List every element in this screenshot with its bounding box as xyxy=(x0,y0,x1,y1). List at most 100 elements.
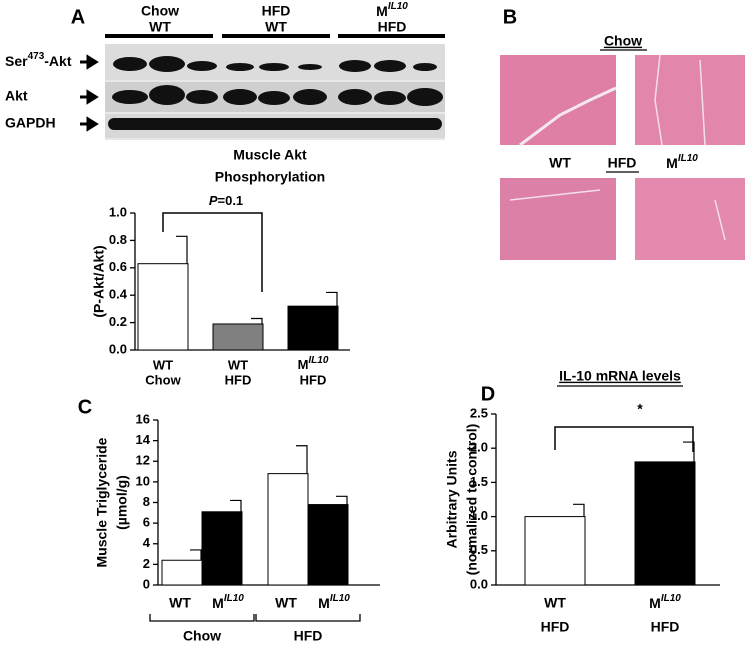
blot-image xyxy=(80,34,445,140)
y-axis-label: Arbitrary Units xyxy=(444,450,460,548)
bar xyxy=(307,504,349,586)
legend-label-part: M xyxy=(318,595,330,611)
x-tick-label: MIL10 xyxy=(649,593,681,611)
blot-row-label: Akt xyxy=(5,88,28,104)
histology-label-part: IL10 xyxy=(678,153,698,164)
error-bar xyxy=(251,317,263,324)
lane-label-part: M xyxy=(376,3,388,19)
annotation-part: P xyxy=(209,193,218,208)
legend-label: MIL10 xyxy=(212,593,244,611)
group-label: HFD xyxy=(294,628,323,644)
y-tick-label: 1.0 xyxy=(470,508,488,523)
x-tick-label: WT xyxy=(544,595,566,611)
bar xyxy=(201,511,243,586)
error-bar xyxy=(176,235,188,264)
error-bar xyxy=(190,549,202,561)
y-axis-label: (normalized to control) xyxy=(464,424,480,576)
y-tick-label: 0.4 xyxy=(109,287,128,302)
bar xyxy=(524,516,586,586)
y-tick-label: 0.2 xyxy=(109,314,127,329)
legend-label-part: M xyxy=(212,595,224,611)
lane-label: HFD xyxy=(378,19,407,35)
error-bar xyxy=(336,495,348,505)
y-tick-label: 0.5 xyxy=(470,542,488,557)
chart-title: IL-10 mRNA levels xyxy=(559,368,681,384)
y-tick-label: 0.0 xyxy=(470,576,488,591)
legend-label: MIL10 xyxy=(318,593,350,611)
histology-label: HFD xyxy=(608,155,637,171)
chart-title: Phosphorylation xyxy=(215,169,325,185)
x-tick-label: HFD xyxy=(541,619,570,635)
blot-row-label-part: 473 xyxy=(28,51,45,62)
annotation-part: =0.1 xyxy=(218,193,244,208)
blot-row-label-part: -Akt xyxy=(44,53,72,69)
y-tick-label: 0.8 xyxy=(109,232,127,247)
error-bar xyxy=(326,291,338,307)
y-tick-label: 1.5 xyxy=(470,474,488,489)
histology-label-part: M xyxy=(666,155,678,171)
y-axis-label: (µmol/g) xyxy=(114,475,130,530)
blot-row-label: GAPDH xyxy=(5,115,56,131)
lane-label: HFD xyxy=(262,3,291,19)
bar xyxy=(287,305,339,351)
legend-label: WT xyxy=(275,595,297,611)
bracket xyxy=(162,212,263,292)
lane-label: MIL10 xyxy=(376,1,408,19)
y-tick-label: 1.0 xyxy=(109,204,127,219)
annotation: * xyxy=(637,401,643,417)
y-axis-label: Muscle Triglyceride xyxy=(94,437,110,567)
x-tick-label: WT xyxy=(153,357,173,372)
x-tick-label: Chow xyxy=(145,372,181,387)
lane-label: WT xyxy=(265,19,287,35)
bar xyxy=(212,323,264,351)
histology-label: MIL10 xyxy=(666,153,698,171)
lane-label: Chow xyxy=(141,3,179,19)
x-tick-label: WT xyxy=(228,357,248,372)
x-tick-label-part: IL10 xyxy=(308,355,328,366)
group-bracket xyxy=(255,614,361,622)
y-tick-label: 2 xyxy=(143,556,150,571)
y-tick-label: 14 xyxy=(136,432,151,447)
y-tick-label: 6 xyxy=(143,515,150,530)
panel-label: B xyxy=(503,6,517,28)
blot-row-label: Ser473-Akt xyxy=(5,51,72,69)
x-tick-label: HFD xyxy=(225,372,252,387)
bar xyxy=(267,473,309,586)
histology-images xyxy=(500,54,745,260)
y-tick-label: 0 xyxy=(143,576,150,591)
panel-label: C xyxy=(78,396,92,418)
x-tick-label: MIL10 xyxy=(298,355,329,372)
histology-label: WT xyxy=(549,155,571,171)
y-axis-label: (P-Akt/Akt) xyxy=(91,245,107,317)
error-bar xyxy=(296,445,308,474)
y-tick-label: 16 xyxy=(136,411,150,426)
bar xyxy=(137,263,189,351)
legend-label-part: IL10 xyxy=(330,593,350,604)
y-tick-label: 2.0 xyxy=(470,440,488,455)
legend-label-part: IL10 xyxy=(224,593,244,604)
lane-label-part: IL10 xyxy=(388,1,408,12)
y-tick-label: 8 xyxy=(143,494,150,509)
panel-label: D xyxy=(481,383,495,405)
bar xyxy=(161,559,203,586)
x-tick-label: HFD xyxy=(651,619,680,635)
group-bracket xyxy=(149,614,255,622)
y-tick-label: 10 xyxy=(136,473,150,488)
chart-title: Muscle Akt xyxy=(233,147,307,163)
error-bar xyxy=(683,441,695,462)
x-tick-label-part: M xyxy=(649,595,661,611)
y-tick-label: 4 xyxy=(143,535,151,550)
y-tick-label: 12 xyxy=(136,453,150,468)
panel-label: A xyxy=(71,6,85,28)
x-tick-label: HFD xyxy=(300,372,327,387)
error-bar xyxy=(230,499,242,512)
y-tick-label: 0.6 xyxy=(109,259,127,274)
x-tick-label-part: M xyxy=(298,357,309,372)
bar xyxy=(634,461,696,586)
legend-label: WT xyxy=(169,595,191,611)
group-label: Chow xyxy=(183,628,221,644)
x-tick-label-part: IL10 xyxy=(661,593,681,604)
bracket xyxy=(554,426,694,452)
y-tick-label: 0.0 xyxy=(109,341,127,356)
